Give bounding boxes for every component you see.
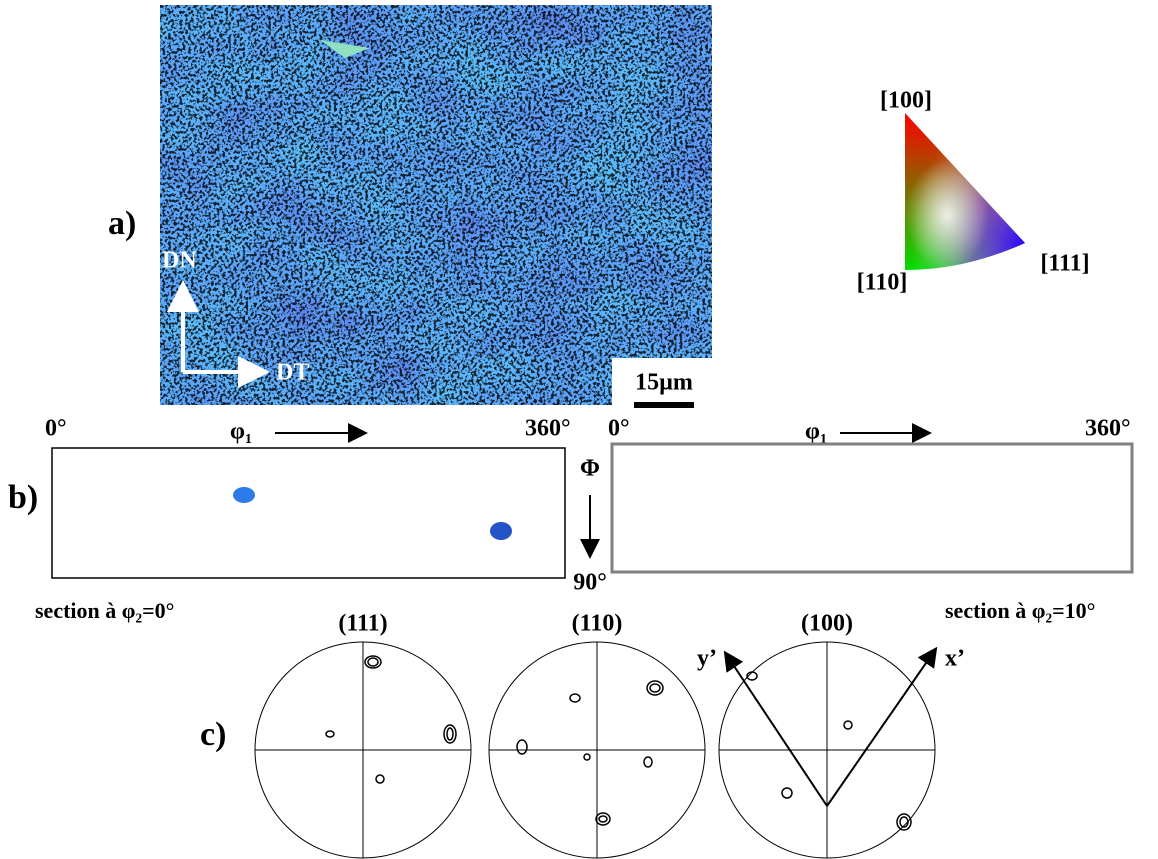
x-prime-arrow — [826, 646, 938, 807]
ipf-key — [905, 113, 1025, 270]
panel-label: b) — [8, 479, 38, 516]
x-end: 360° — [1085, 416, 1131, 442]
x-axis-label: φ₁ — [230, 419, 252, 445]
y-prime-label: y’ — [697, 646, 717, 672]
scale-label: 15µm — [635, 370, 693, 396]
dt-label: DT — [276, 360, 309, 386]
pole-figures — [254, 641, 936, 859]
panel-label: a) — [108, 205, 136, 242]
ipf-100: [100] — [880, 88, 932, 114]
section-caption: section à φ₂=0° — [35, 598, 174, 623]
section-caption: section à φ₂=10° — [945, 598, 1095, 623]
pole-figure-title: (111) — [338, 611, 387, 637]
y-end: 90° — [573, 570, 607, 596]
ipf-110: [110] — [857, 270, 908, 296]
y-axis-label: Φ — [580, 456, 600, 482]
pole-figure-title: (100) — [801, 611, 853, 637]
x-start: 0° — [45, 416, 67, 442]
panel-label: c) — [200, 716, 226, 753]
ipf-111: [111] — [1040, 251, 1089, 277]
ebsd-map — [160, 5, 712, 405]
odf-peak — [233, 487, 255, 503]
x-prime-label: x’ — [945, 646, 965, 672]
odf-peak — [490, 522, 512, 540]
pole-figure-title: (110) — [572, 611, 623, 637]
odf-section — [610, 442, 1134, 574]
y-prime-arrow — [723, 650, 828, 807]
dn-label: DN — [162, 248, 197, 274]
x-end: 360° — [525, 416, 571, 442]
x-axis-label: φ₁ — [805, 419, 827, 445]
scale-bar — [634, 402, 694, 408]
x-start: 0° — [608, 416, 630, 442]
odf-section — [51, 447, 566, 579]
